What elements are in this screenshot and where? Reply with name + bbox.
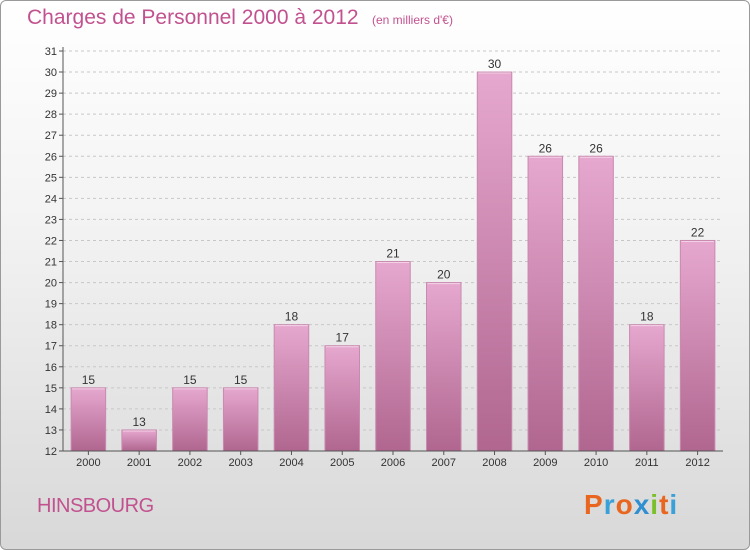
data-label-2007: 20	[437, 268, 451, 282]
x-tick-label-2001: 2001	[127, 457, 151, 469]
logo-letter: P	[584, 489, 604, 520]
y-tick-label: 21	[45, 257, 57, 269]
x-tick-label-2010: 2010	[584, 457, 608, 469]
bar-2000	[70, 387, 107, 452]
bar-2012	[679, 239, 716, 452]
x-tick-label-2007: 2007	[432, 457, 456, 469]
bar-2002	[172, 387, 208, 452]
axes	[59, 47, 723, 455]
data-label-2002: 15	[183, 373, 197, 387]
x-tick-label-2009: 2009	[533, 457, 557, 469]
bar-2003	[222, 387, 259, 452]
bar-2004	[273, 324, 310, 452]
data-label-2001: 13	[132, 415, 146, 429]
data-label-2009: 26	[539, 141, 553, 155]
logo-letter: i	[650, 489, 660, 520]
y-tick-label: 19	[45, 299, 57, 311]
bar-2005	[324, 345, 360, 452]
y-tick-label: 15	[45, 383, 57, 395]
y-tick-label: 28	[45, 109, 57, 121]
x-tick-label-2003: 2003	[228, 457, 252, 469]
data-label-2010: 26	[589, 141, 603, 155]
y-tick-label: 12	[45, 446, 57, 458]
bar-2011	[629, 324, 665, 452]
logo-letter: o	[615, 489, 634, 520]
y-tick-label: 13	[45, 425, 57, 437]
y-tick-label: 26	[45, 151, 57, 163]
x-tick-label-2004: 2004	[279, 457, 303, 469]
bar-2009	[527, 155, 564, 452]
chart-title: Charges de Personnel 2000 à 2012	[27, 6, 359, 29]
y-tick-label: 25	[45, 172, 57, 184]
y-tick-label: 14	[45, 404, 57, 416]
y-tick-label: 22	[45, 235, 57, 247]
y-tick-label: 27	[45, 130, 57, 142]
y-tick-label: 18	[45, 320, 57, 332]
y-tick-label: 31	[45, 46, 57, 58]
data-label-2011: 18	[640, 310, 654, 324]
x-tick-label-2008: 2008	[482, 457, 506, 469]
x-tick-label-2002: 2002	[178, 457, 202, 469]
proxiti-logo: Proxiti	[584, 489, 678, 521]
x-tick-label-2000: 2000	[76, 457, 100, 469]
x-tick-label-2006: 2006	[381, 457, 405, 469]
commune-name: HINSBOURG	[37, 495, 154, 517]
y-tick-label: 17	[45, 341, 57, 353]
data-label-2008: 30	[488, 57, 502, 71]
data-label-2012: 22	[691, 225, 705, 239]
data-label-2004: 18	[285, 310, 299, 324]
bar-2010	[578, 155, 614, 452]
labels: 12 13 14 15 16 17 18 19 20 21 22 23 24 25 26 27 28 29 30 31…	[45, 46, 710, 469]
logo-letter: t	[659, 489, 670, 520]
y-tick-label: 29	[45, 88, 57, 100]
y-tick-label: 20	[45, 278, 57, 290]
chart-subtitle: (en milliers d'€)	[372, 13, 453, 27]
bar-2001	[121, 429, 157, 452]
y-tick-label: 30	[45, 67, 57, 79]
x-tick-label-2005: 2005	[330, 457, 354, 469]
data-label-2003: 15	[234, 373, 248, 387]
data-label-2000: 15	[82, 373, 96, 387]
data-label-2005: 17	[336, 331, 350, 345]
x-tick-label-2012: 2012	[685, 457, 709, 469]
logo-letter: x	[633, 489, 651, 520]
bar-2006	[375, 261, 411, 452]
bar-2007	[426, 282, 462, 452]
logo-letter: r	[603, 489, 616, 520]
y-tick-label: 23	[45, 214, 57, 226]
bar-2008	[476, 71, 513, 452]
y-tick-label: 24	[45, 193, 57, 205]
data-label-2006: 21	[386, 247, 400, 261]
x-tick-label-2011: 2011	[635, 457, 659, 469]
y-tick-label: 16	[45, 362, 57, 374]
logo-letter: i	[669, 489, 679, 520]
bars	[70, 71, 716, 452]
